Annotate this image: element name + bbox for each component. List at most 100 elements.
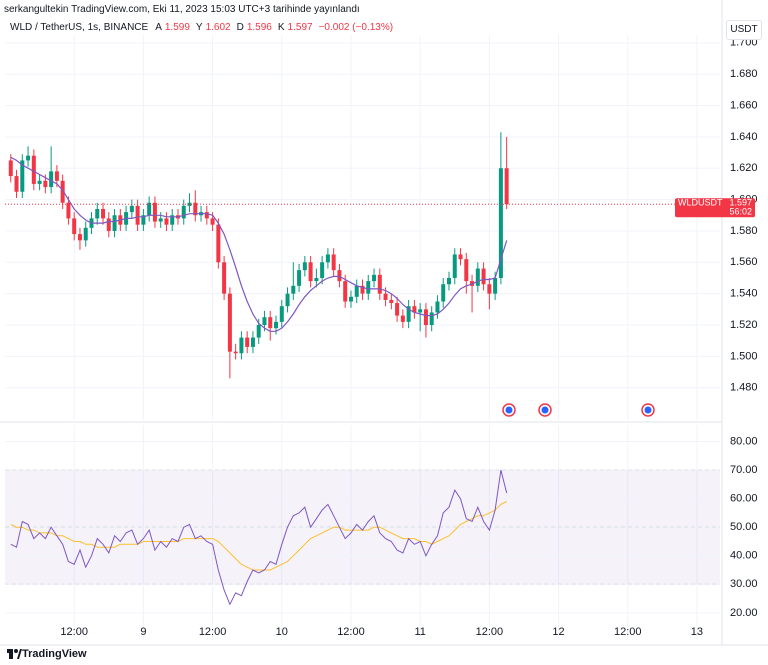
price-change: −0.002 (−0.13%) bbox=[318, 22, 394, 33]
y-tick-label: 30.00 bbox=[730, 578, 758, 590]
candle-body bbox=[412, 306, 417, 313]
candle-body bbox=[129, 205, 134, 213]
event-icon-flag bbox=[644, 406, 652, 414]
candle-body bbox=[331, 254, 336, 271]
candle-body bbox=[325, 254, 330, 263]
candle-body bbox=[101, 209, 106, 219]
candle-body bbox=[291, 285, 296, 294]
candle-body bbox=[504, 168, 509, 205]
event-icon-flag bbox=[505, 406, 513, 414]
candle-body bbox=[423, 309, 428, 326]
candle-body bbox=[343, 281, 348, 302]
candle-body bbox=[446, 277, 451, 285]
candle-body bbox=[302, 262, 307, 271]
indicator-line bbox=[10, 469, 508, 606]
x-tick-label: 12:00 bbox=[614, 626, 642, 638]
logo-part bbox=[17, 649, 22, 659]
event-icon-flag bbox=[541, 406, 549, 414]
candle-body bbox=[43, 180, 48, 188]
x-tick-label: 10 bbox=[276, 626, 288, 638]
candle-body bbox=[20, 160, 25, 192]
y-tick-label: 1.620 bbox=[730, 162, 758, 174]
candle-body bbox=[54, 171, 59, 181]
candle-body bbox=[400, 315, 405, 322]
candle-body bbox=[72, 218, 77, 235]
candle-body bbox=[475, 268, 480, 286]
last-price-symbol: WLDUSDT bbox=[678, 198, 723, 208]
y-tick-label: 1.560 bbox=[730, 256, 758, 268]
last-price-countdown: 56:02 bbox=[729, 207, 752, 217]
y-tick-label: 1.680 bbox=[730, 68, 758, 80]
candle-body bbox=[193, 202, 198, 216]
candle-body bbox=[395, 303, 400, 316]
candle-body bbox=[458, 254, 463, 260]
candle-body bbox=[14, 176, 19, 192]
y-tick-label: 20.00 bbox=[730, 607, 758, 619]
currency-button[interactable]: USDT bbox=[726, 20, 762, 40]
candle-body bbox=[77, 234, 82, 241]
candle-body bbox=[170, 215, 175, 225]
x-tick-label: 12:00 bbox=[337, 626, 365, 638]
candle-body bbox=[498, 168, 503, 278]
candle-body bbox=[245, 337, 250, 347]
x-tick-label: 9 bbox=[140, 626, 146, 638]
ohlc-value: 1.596 bbox=[246, 22, 272, 33]
y-tick-label: 80.00 bbox=[730, 435, 758, 447]
candle-body bbox=[481, 268, 486, 285]
byline: serkangultekin TradingView.com, Eki 11, … bbox=[4, 4, 360, 15]
ohlc-key: Y bbox=[195, 22, 203, 33]
candle-body bbox=[366, 281, 371, 294]
candle-body bbox=[164, 218, 169, 225]
candle-body bbox=[337, 270, 342, 282]
candle-body bbox=[308, 262, 313, 282]
candle-body bbox=[204, 212, 209, 219]
x-tick-label: 12:00 bbox=[60, 626, 88, 638]
ohlc-value: 1.597 bbox=[287, 22, 313, 33]
logo-part bbox=[7, 649, 13, 653]
y-tick-label: 1.640 bbox=[730, 131, 758, 143]
candle-body bbox=[233, 351, 238, 354]
x-tick-label: 12:00 bbox=[199, 626, 227, 638]
candle-body bbox=[406, 306, 411, 322]
ohlc-key: A bbox=[155, 22, 162, 33]
candle-body bbox=[268, 317, 273, 329]
plots bbox=[5, 132, 720, 606]
candle-body bbox=[372, 274, 377, 282]
candle-body bbox=[250, 337, 255, 347]
candle-body bbox=[285, 293, 290, 307]
candle-body bbox=[320, 262, 325, 278]
candle-body bbox=[95, 209, 100, 219]
candle-body bbox=[274, 321, 279, 329]
candle-body bbox=[383, 293, 388, 300]
candle-body bbox=[158, 218, 163, 222]
candle-body bbox=[227, 293, 232, 352]
candle-body bbox=[418, 309, 423, 313]
candle-body bbox=[297, 270, 302, 286]
candle-body bbox=[112, 215, 117, 231]
candle-body bbox=[26, 155, 31, 161]
candle-body bbox=[360, 285, 365, 294]
x-tick-label: 12 bbox=[552, 626, 564, 638]
indicator-line bbox=[10, 501, 507, 571]
candle-body bbox=[279, 306, 284, 322]
y-tick-label: 50.00 bbox=[730, 521, 758, 533]
candle-body bbox=[239, 337, 244, 354]
candle-body bbox=[135, 205, 140, 225]
candle-body bbox=[49, 171, 54, 188]
moving-average-line bbox=[10, 156, 508, 332]
ohlc-key: D bbox=[236, 22, 244, 33]
candle-body bbox=[152, 202, 157, 222]
candle-body bbox=[106, 218, 111, 231]
grid bbox=[5, 35, 720, 640]
candle-body bbox=[389, 299, 394, 304]
footer-brand: TradingView bbox=[22, 648, 87, 660]
candle-body bbox=[147, 202, 152, 216]
candle-body bbox=[493, 277, 498, 294]
candle-body bbox=[31, 155, 36, 184]
last-price-tag bbox=[675, 198, 755, 218]
candle-body bbox=[429, 312, 434, 326]
candle-body bbox=[435, 301, 440, 313]
logo-part bbox=[9, 653, 13, 659]
ohlc-value: 1.599 bbox=[164, 22, 190, 33]
